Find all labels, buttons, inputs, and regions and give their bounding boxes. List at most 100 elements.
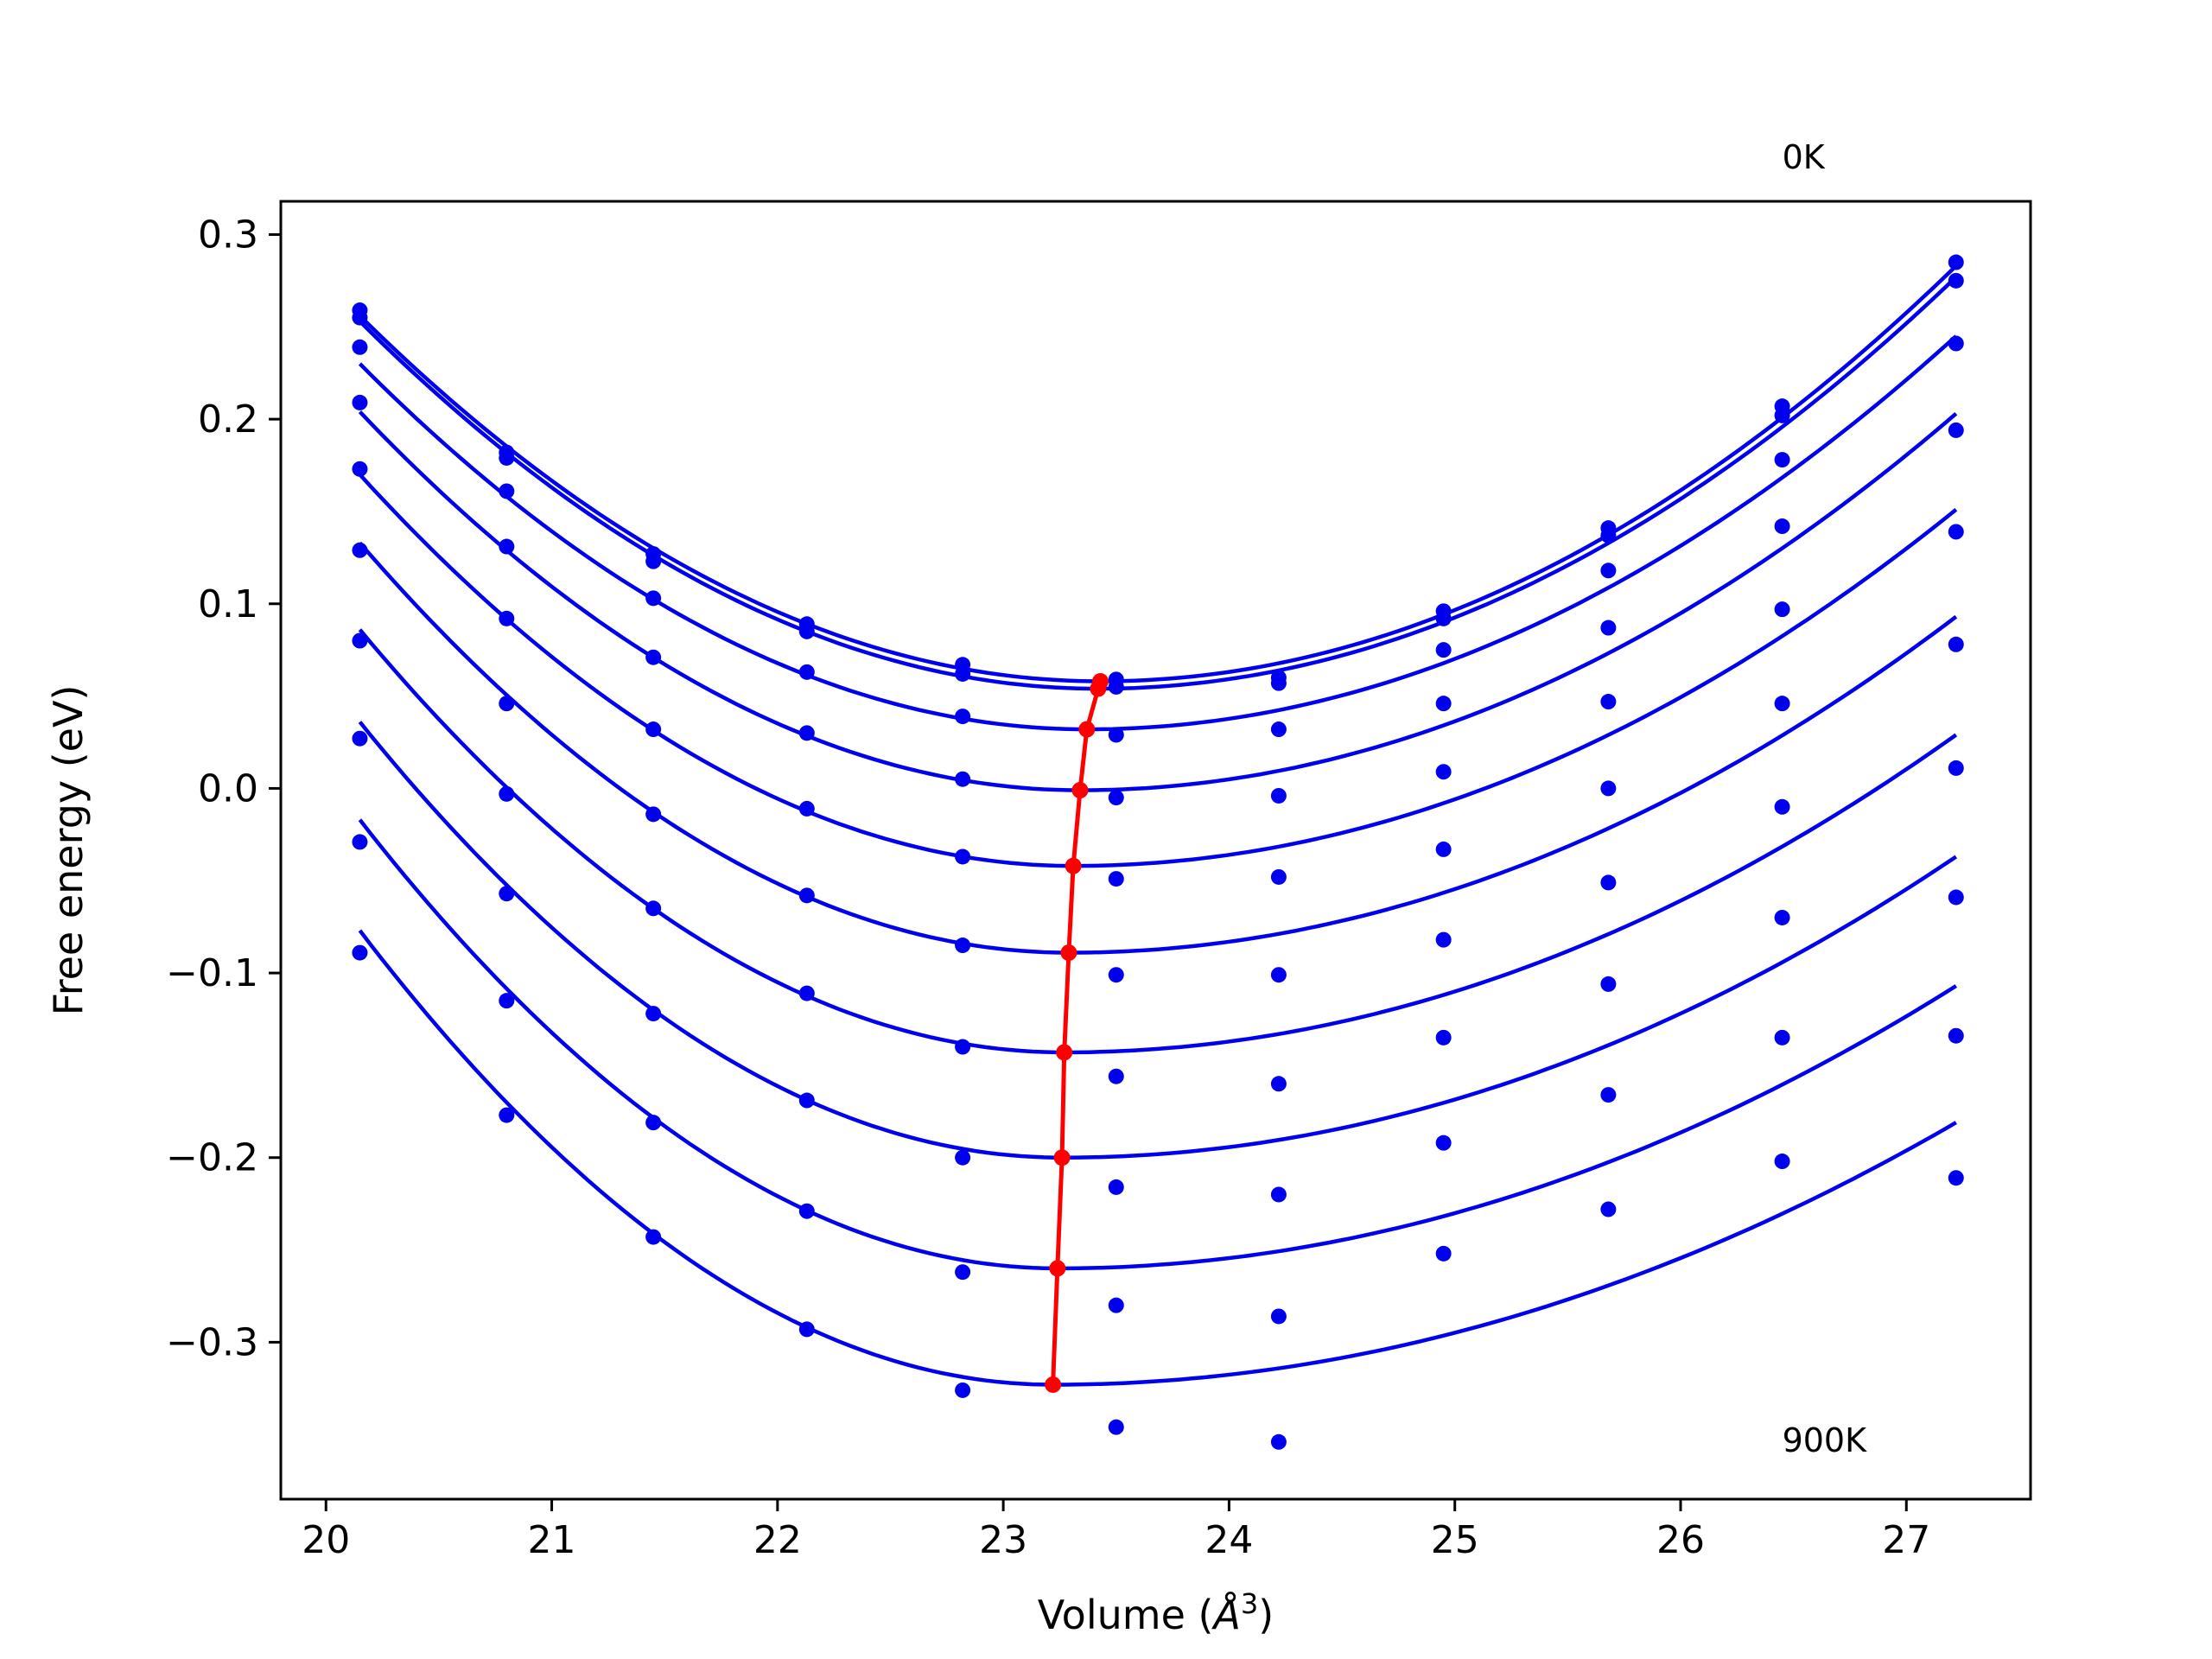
data-point [1108, 727, 1124, 743]
data-point [1774, 1029, 1790, 1046]
data-point [1948, 272, 1964, 289]
data-point [352, 632, 368, 649]
data-point [352, 339, 368, 355]
data-point [1108, 871, 1124, 887]
data-point [1600, 1201, 1617, 1217]
x-tick-label: 21 [528, 1518, 576, 1562]
x-tick-label: 24 [1205, 1518, 1253, 1562]
data-point [1600, 780, 1617, 797]
x-tick-label: 22 [753, 1518, 802, 1562]
data-point [499, 483, 515, 499]
data-point [1948, 422, 1964, 438]
x-tick-label: 23 [979, 1518, 1027, 1562]
data-point [1600, 694, 1617, 710]
fit-curves [358, 264, 1958, 1387]
data-point [1600, 1087, 1617, 1103]
data-point [1948, 1170, 1964, 1186]
data-point [1435, 610, 1452, 626]
minimum-point [1065, 857, 1082, 874]
data-point [1435, 931, 1452, 948]
data-point [1270, 1308, 1287, 1325]
data-point [499, 886, 515, 902]
fit-curve [358, 721, 1958, 1160]
data-point [352, 309, 368, 326]
data-point [1600, 563, 1617, 579]
x-tick-label: 25 [1431, 1518, 1479, 1562]
data-point [645, 553, 662, 569]
data-point [955, 1264, 971, 1281]
data-point [955, 1149, 971, 1166]
data-point [499, 993, 515, 1009]
data-point [1270, 1076, 1287, 1092]
data-point [1270, 1433, 1287, 1450]
annotation-0k: 0K [1783, 138, 1826, 176]
axes-frame [279, 200, 2032, 1501]
data-point [1435, 1029, 1452, 1046]
y-tick-label: 0.1 [198, 582, 258, 626]
fit-curve [358, 410, 1958, 792]
data-point [352, 944, 368, 961]
y-tick-label: 0.3 [198, 213, 258, 257]
minima-line [1045, 673, 1109, 1394]
data-point [1270, 967, 1287, 983]
data-point [645, 900, 662, 917]
annotation-900k: 900K [1783, 1421, 1868, 1459]
y-tick-label: 0.2 [198, 397, 258, 442]
data-point [499, 785, 515, 802]
data-point [1108, 967, 1124, 983]
data-point [798, 985, 815, 1001]
x-tick-label: 26 [1656, 1518, 1705, 1562]
data-point [1948, 524, 1964, 540]
data-point [645, 1229, 662, 1245]
data-point [955, 938, 971, 954]
data-points [352, 254, 1964, 1450]
minimum-point [1060, 944, 1077, 962]
data-point [1108, 1297, 1124, 1313]
minimum-point [1045, 1376, 1062, 1394]
y-tick-label: −0.2 [166, 1136, 258, 1180]
data-point [1774, 696, 1790, 712]
y-tick-label: −0.1 [166, 951, 258, 995]
data-point [955, 1039, 971, 1055]
x-tick-label: 20 [302, 1518, 350, 1562]
data-point [1270, 1186, 1287, 1203]
data-point [1948, 254, 1964, 270]
data-point [1948, 335, 1964, 352]
minimum-point [1053, 1149, 1071, 1166]
data-point [1108, 1179, 1124, 1195]
data-point [1600, 976, 1617, 992]
data-point [1108, 790, 1124, 806]
data-point [798, 623, 815, 639]
data-point [798, 1092, 815, 1109]
minimum-point [1049, 1260, 1066, 1277]
data-point [1270, 721, 1287, 738]
data-point [1774, 518, 1790, 535]
x-tick-label: 27 [1882, 1518, 1930, 1562]
data-point [1435, 764, 1452, 780]
data-point [645, 721, 662, 738]
data-point [645, 649, 662, 665]
fit-curve [358, 818, 1957, 1271]
data-point [1270, 868, 1287, 885]
data-point [645, 806, 662, 823]
data-point [1270, 787, 1287, 804]
data-point [798, 800, 815, 817]
data-point [352, 834, 368, 850]
minimum-point [1090, 680, 1107, 697]
data-point [1600, 527, 1617, 543]
data-point [798, 1321, 815, 1338]
data-point [1774, 798, 1790, 815]
data-point [352, 542, 368, 558]
axis-ticks: 20 21 22 23 24 25 26 27 −0.3 −0.2 −0.1 0.0 0.1 0.2 0.3 [166, 213, 1930, 1562]
data-point [1948, 636, 1964, 652]
fit-curve [358, 264, 1958, 683]
data-point [1948, 889, 1964, 906]
data-point [499, 696, 515, 712]
fit-curve [358, 334, 1958, 732]
data-point [955, 1382, 971, 1398]
y-tick-label: −0.3 [166, 1320, 258, 1364]
minimum-point [1078, 721, 1096, 738]
data-point [1435, 696, 1452, 712]
